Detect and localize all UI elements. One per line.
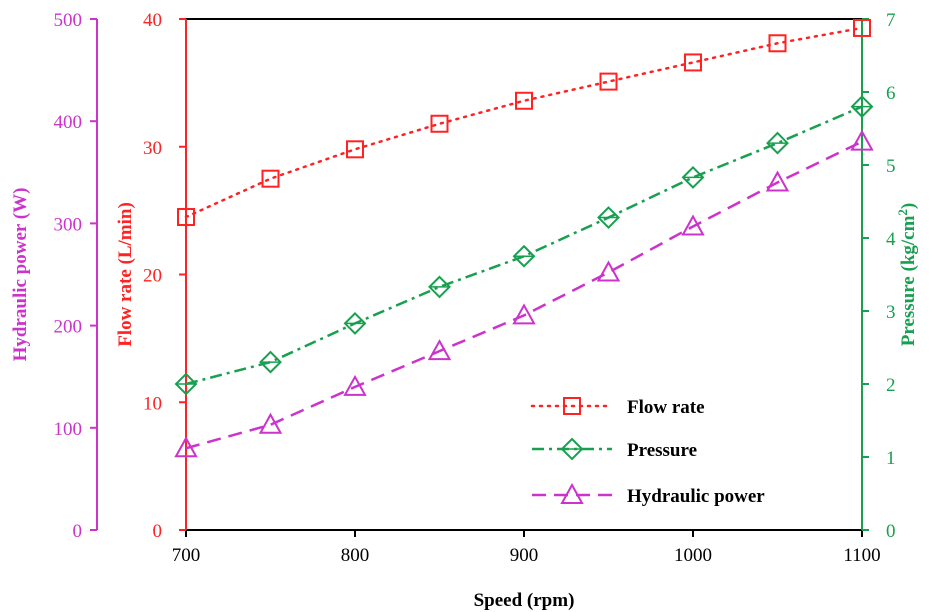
x-tick-label: 1000: [674, 545, 712, 566]
flow-tick-label: 40: [143, 10, 162, 31]
flow-axis-title: Flow rate (L/min): [115, 202, 136, 347]
flow-tick-label: 20: [143, 266, 162, 287]
pressure-tick-label: 2: [886, 375, 896, 396]
legend-hydraulic-power-marker: [560, 482, 584, 504]
series-layer: [174, 18, 874, 458]
pressure-point-shape: [766, 131, 789, 155]
pressure-point: [681, 165, 705, 189]
hydraulic-power-point: [427, 339, 452, 361]
flow-rate-point: [430, 114, 449, 133]
pressure-point: [259, 350, 282, 374]
power-tick-label: 300: [54, 214, 83, 235]
legend-hydraulic-power-label: Hydraulic power: [627, 486, 765, 507]
pressure-point: [512, 244, 536, 268]
pressure-tick-label: 7: [886, 10, 896, 31]
hydraulic-power-point: [174, 436, 198, 458]
hydraulic-power-point: [765, 170, 790, 192]
pressure-point: [343, 311, 367, 335]
pressure-point-shape: [512, 244, 536, 268]
legend: Flow rate Pressure Hydraulic power: [530, 397, 765, 507]
hydraulic-power-point: [258, 412, 283, 434]
x-tick-label: 800: [341, 545, 370, 566]
legend-pressure-label: Pressure: [627, 440, 697, 461]
pressure-point: [174, 372, 198, 396]
flow-rate-point: [684, 53, 702, 72]
hydraulic-power-point: [512, 303, 536, 325]
pressure-point-shape: [681, 165, 705, 189]
hydraulic-power-point: [596, 260, 621, 282]
flow-rate-point: [346, 140, 364, 159]
flow-rate-point: [768, 34, 787, 53]
hydraulic-power-line: [185, 140, 863, 450]
pressure-point-shape: [850, 95, 874, 119]
legend-pressure-marker-shape: [560, 437, 584, 461]
flow-rate-point: [261, 169, 280, 188]
pressure-axis-title-main: Pressure (kg/cm: [898, 215, 919, 346]
pressure-axis-title-sup: 2: [895, 209, 910, 216]
hydraulic-power-point: [681, 214, 705, 236]
pressure-point-shape: [597, 206, 620, 229]
pressure-point-shape: [259, 350, 282, 374]
legend-flow-rate-label: Flow rate: [627, 397, 705, 418]
pressure-tick-label: 1: [886, 448, 896, 469]
pressure-tick-label: 6: [886, 83, 896, 104]
hydraulic-power-point: [850, 129, 874, 151]
flow-rate-point: [515, 91, 533, 110]
legend-pressure-marker: [560, 437, 584, 461]
pressure-point-shape: [174, 372, 198, 396]
hydraulic-power-point: [343, 374, 367, 396]
pressure-point-shape: [343, 311, 367, 335]
flow-rate-point: [599, 72, 618, 91]
power-tick-label: 500: [54, 10, 83, 31]
x-tick-label: 1100: [843, 545, 880, 566]
x-tick-label: 900: [510, 545, 539, 566]
flow-tick-label: 30: [143, 138, 162, 159]
power-tick-label: 200: [54, 317, 83, 338]
pressure-point-shape: [428, 275, 451, 299]
power-tick-label: 100: [54, 419, 83, 440]
pressure-tick-label: 3: [886, 302, 896, 323]
pressure-tick-label: 5: [886, 156, 896, 177]
pressure-point: [597, 206, 620, 229]
power-axis-title: Hydraulic power (W): [10, 188, 31, 362]
flow-rate-point: [177, 208, 195, 227]
flow-tick-label: 10: [143, 393, 162, 414]
power-tick-label: 400: [54, 112, 83, 133]
pressure-point: [766, 131, 789, 155]
pressure-axis-title: Pressure (kg/cm2): [895, 203, 919, 347]
pressure-point: [428, 275, 451, 299]
x-axis-title: Speed (rpm): [474, 590, 575, 611]
flow-rate-point: [853, 18, 871, 37]
pressure-tick-label: 0: [886, 521, 896, 542]
x-tick-label: 700: [172, 545, 201, 566]
pressure-line: [185, 105, 863, 386]
flow-rate-line: [184, 26, 864, 219]
flow-tick-label: 0: [153, 521, 163, 542]
pressure-point: [850, 95, 874, 119]
legend-flow-rate-marker: [563, 397, 581, 415]
pressure-tick-label: 4: [886, 229, 896, 250]
power-tick-label: 0: [73, 521, 83, 542]
pressure-axis-title-end: ): [898, 203, 919, 209]
